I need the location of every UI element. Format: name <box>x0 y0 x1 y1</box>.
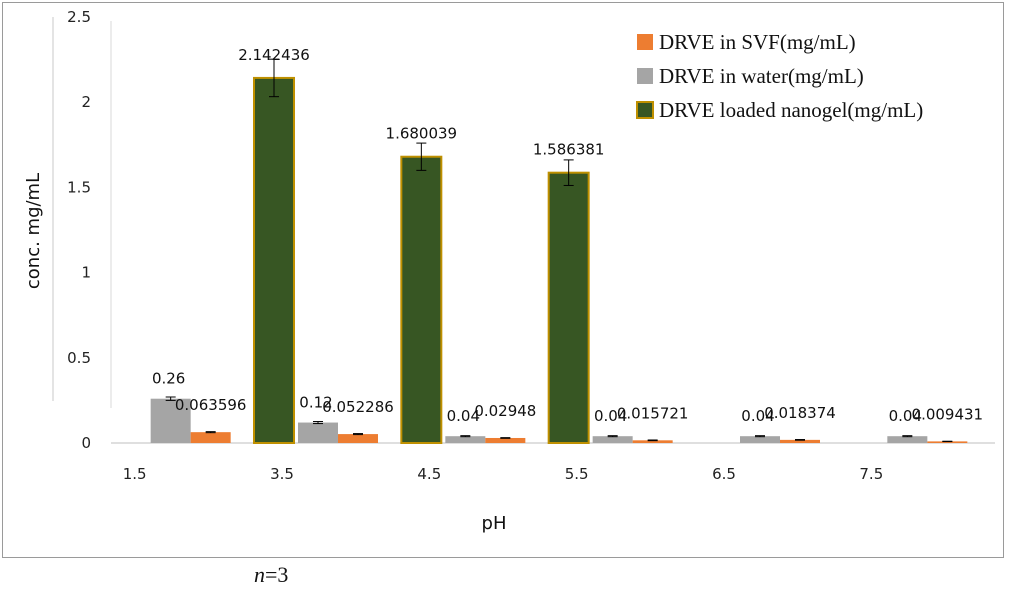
chart-frame: 0 0.5 1 1.5 2 2.5 1.5 3.5 4.5 5.5 6.5 7.5 2.142436 1… <box>2 2 1004 558</box>
legend-swatch <box>636 101 654 119</box>
bar-water <box>592 436 633 443</box>
data-label: 0.018374 <box>764 404 836 422</box>
y-axis-title: conc. mg/mL <box>23 173 44 289</box>
bar-nanogel <box>400 155 443 445</box>
legend-label: DRVE loaded nanogel(mg/mL) <box>659 98 923 122</box>
y-tick-label: 1.5 <box>67 178 91 196</box>
legend-swatch <box>637 68 653 84</box>
data-label: 0.04 <box>889 407 922 425</box>
bar-svf <box>780 439 820 443</box>
bar-svf <box>632 440 673 443</box>
bar-water <box>887 436 928 443</box>
x-tick-label: 5.5 <box>565 465 589 483</box>
data-label: 1.586381 <box>533 141 605 159</box>
data-label: 0.009431 <box>912 405 984 423</box>
data-label: 0.26 <box>152 370 185 388</box>
data-label: 0.04 <box>447 407 480 425</box>
x-tick-label: 6.5 <box>712 465 736 483</box>
bar-svf <box>190 432 231 443</box>
y-tick-label: 2.5 <box>67 8 91 26</box>
data-label: 0.04 <box>594 407 627 425</box>
bar-water <box>740 436 780 443</box>
data-label: 0.04 <box>741 407 774 425</box>
data-label: 0.063596 <box>175 396 247 414</box>
data-label: 1.680039 <box>386 125 458 143</box>
bar-water <box>298 422 338 443</box>
legend-label: DRVE in SVF(mg/mL) <box>659 30 856 54</box>
sample-size-note: n=3 <box>254 562 288 588</box>
y-tick-label: 2 <box>81 93 91 111</box>
data-label: 0.052286 <box>322 398 394 416</box>
bar-svf <box>927 441 968 443</box>
bar-nanogel <box>253 76 295 445</box>
data-label: 0.02948 <box>474 402 536 420</box>
sample-size-value: =3 <box>265 562 289 587</box>
y-tick-label: 0 <box>81 434 91 452</box>
x-tick-label: 1.5 <box>123 465 147 483</box>
x-tick-label: 4.5 <box>417 465 441 483</box>
x-tick-label: 7.5 <box>859 465 883 483</box>
y-tick-label: 0.5 <box>67 349 91 367</box>
bar-water <box>150 398 191 443</box>
data-label: 2.142436 <box>238 46 310 64</box>
bar-svf <box>485 437 526 443</box>
data-label: 0.12 <box>299 394 332 412</box>
legend-swatch <box>637 34 653 50</box>
y-tick-label: 1 <box>81 264 91 282</box>
bar-chart: 0 0.5 1 1.5 2 2.5 1.5 3.5 4.5 5.5 6.5 7.5 2.142436 1… <box>23 8 995 534</box>
x-tick-label: 3.5 <box>270 465 294 483</box>
legend-label: DRVE in water(mg/mL) <box>659 64 864 88</box>
x-axis-title: pH <box>482 513 507 534</box>
data-label: 0.015721 <box>617 404 689 422</box>
bar-svf <box>338 434 378 443</box>
bar-nanogel <box>547 171 590 445</box>
sample-size-symbol: n <box>254 562 265 587</box>
bar-water <box>445 436 486 443</box>
